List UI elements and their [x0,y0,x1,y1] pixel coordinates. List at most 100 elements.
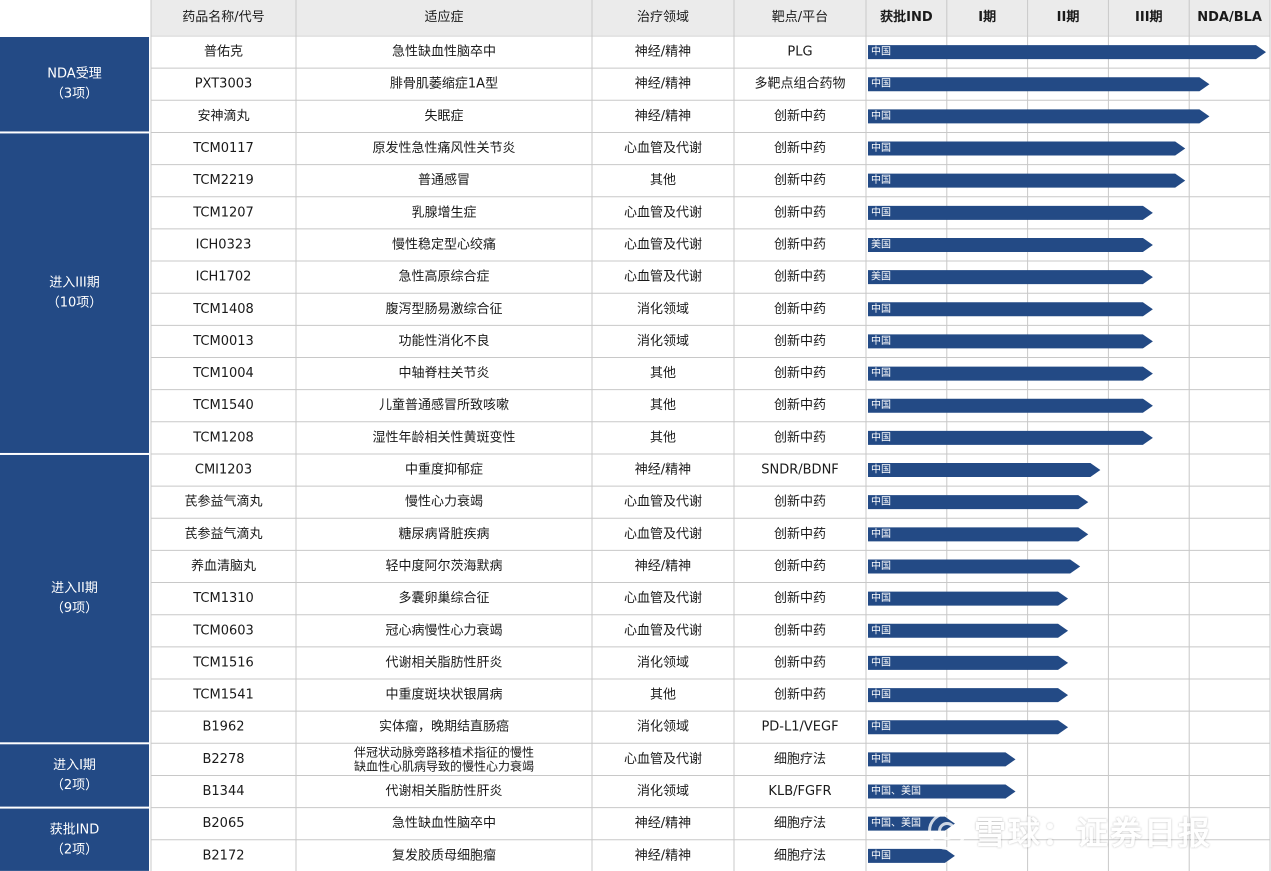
header-phase-2: II期 [1057,10,1080,25]
progress-bar [868,237,1153,252]
group-cell [0,744,149,807]
therapy-area: 心血管及代谢 [624,140,702,156]
drug-name: 养血清脑丸 [191,558,256,574]
drug-name: B2065 [202,816,244,831]
progress-bar [868,77,1210,92]
drug-name: TCM1540 [192,398,254,413]
therapy-area: 心血管及代谢 [624,590,702,606]
header-phase-1: I期 [978,10,996,25]
indication: 实体瘤，晚期结直肠癌 [379,719,509,735]
region-label: 中国 [871,495,891,508]
group-label: NDA受理 [47,67,101,82]
drug-name: 芪参益气滴丸 [184,494,262,510]
progress-bar [868,623,1069,638]
drug-name: TCM0013 [192,334,254,349]
drug-name: TCM1207 [192,205,254,220]
progress-bar [868,688,1069,703]
region-label: 中国 [871,334,891,347]
target: 创新中药 [774,301,826,317]
target: KLB/FGFR [768,784,831,799]
group-cell [0,454,149,743]
therapy-area: 神经/精神 [635,848,691,863]
therapy-area: 消化领域 [637,334,689,349]
indication: 中轴脊柱关节炎 [398,366,489,381]
progress-bar [868,205,1153,220]
indication: 急性高原综合症 [398,269,489,285]
indication: 多囊卵巢综合征 [398,590,489,606]
group-label: 进入I期 [53,758,96,773]
indication: 伴冠状动脉旁路移植术指征的慢性 [354,744,534,759]
target: 创新中药 [774,494,826,510]
indication: 轻中度阿尔茨海默病 [385,558,502,574]
progress-bar [868,591,1069,606]
group-count: （9项） [51,601,98,616]
header-area: 治疗领域 [637,10,689,25]
indication: 中重度抑郁症 [405,462,483,478]
indication: 功能性消化不良 [398,333,489,349]
therapy-area: 其他 [650,366,676,381]
progress-bar [868,752,1016,767]
drug-name: B1344 [202,784,244,799]
target: 创新中药 [774,269,826,285]
region-label: 中国 [871,398,891,411]
drug-name: TCM0603 [192,623,254,638]
indication: 糖尿病肾脏疾病 [398,526,489,542]
header-bar [151,0,1270,35]
group-label: 进入II期 [51,581,98,596]
therapy-area: 神经/精神 [635,463,691,478]
region-label: 中国 [871,302,891,315]
drug-name: TCM1004 [192,366,254,381]
drug-name: TCM2219 [192,173,254,188]
indication: 代谢相关脂肪性肝炎 [385,654,502,670]
region-label: 中国 [871,463,891,476]
indication: 慢性心力衰竭 [405,494,483,510]
target: 创新中药 [774,172,826,188]
indication: 湿性年龄相关性黄斑变性 [372,429,515,445]
progress-bar [868,430,1153,445]
group-cell [0,133,149,453]
target: 创新中药 [774,365,826,381]
progress-bar [868,527,1089,542]
therapy-area: 消化领域 [637,655,689,670]
region-label: 美国 [871,237,891,250]
target: 创新中药 [774,397,826,413]
indication: 乳腺增生症 [411,205,476,220]
indication: 腹泻型肠易激综合征 [385,301,502,317]
indication: 缺血性心肌病导致的慢性心力衰竭 [354,758,534,773]
target: 细胞疗法 [774,848,826,863]
region-label: 中国 [871,720,891,733]
header-target: 靶点/平台 [772,10,828,25]
indication: 普通感冒 [418,172,470,188]
indication: 腓骨肌萎缩症1A型 [390,76,498,92]
therapy-area: 消化领域 [637,720,689,735]
progress-bar [868,559,1081,574]
drug-name: B2278 [202,752,244,767]
therapy-area: 其他 [650,430,676,445]
target: 创新中药 [774,622,826,638]
therapy-area: 其他 [650,688,676,703]
group-cell [0,37,149,132]
group-count: （2项） [51,842,98,857]
drug-name: 普佑克 [204,45,243,60]
header-indication: 适应症 [424,9,463,25]
header-phase-4: NDA/BLA [1197,10,1262,25]
indication: 急性缺血性脑卒中 [392,45,496,60]
indication: 慢性稳定型心绞痛 [392,236,496,252]
progress-bar [868,45,1266,60]
region-label: 中国 [871,141,891,154]
progress-bar [868,109,1210,124]
therapy-area: 心血管及代谢 [624,204,702,220]
region-label: 中国、美国 [871,784,921,797]
target: PLG [787,45,812,60]
target: 创新中药 [774,108,826,124]
region-label: 中国 [871,623,891,636]
group-count: （3项） [51,87,98,102]
header-name: 药品名称/代号 [182,9,264,25]
therapy-area: 神经/精神 [635,816,691,831]
region-label: 中国 [871,559,891,572]
target: PD-L1/VEGF [761,720,838,735]
progress-bar [868,463,1101,478]
progress-bar [868,655,1069,670]
target: 创新中药 [774,140,826,156]
target: 创新中药 [774,429,826,445]
